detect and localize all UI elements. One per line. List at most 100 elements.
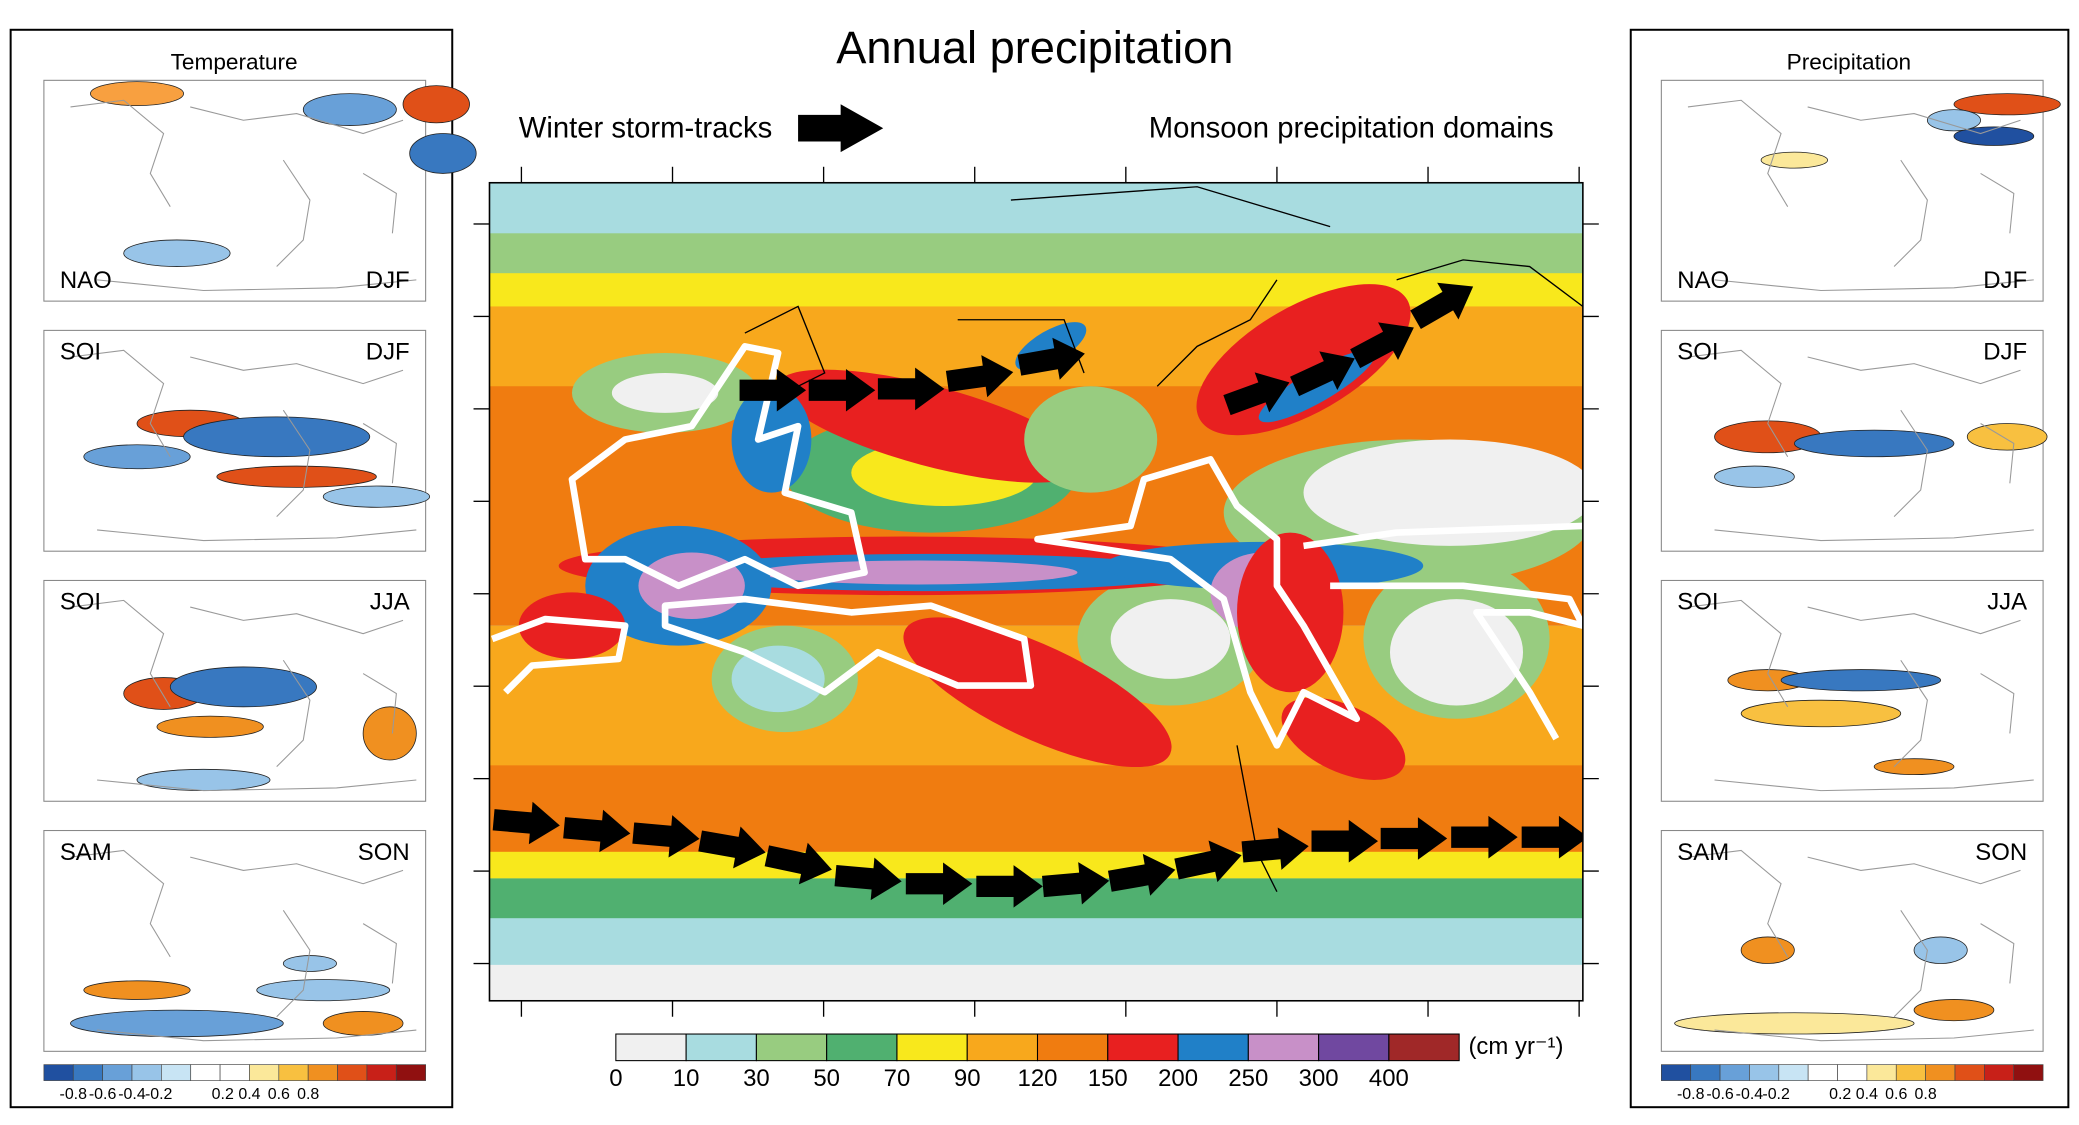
anomaly-zone bbox=[1953, 93, 2061, 116]
mini-map: SAM SON bbox=[43, 829, 427, 1052]
mini-coastline bbox=[1687, 599, 1789, 708]
mini-map: NAO DJF bbox=[1660, 79, 2061, 302]
colorbar-label: 250 bbox=[1228, 1065, 1268, 1092]
mini-coastline bbox=[190, 856, 404, 885]
colorbar-swatch bbox=[1177, 1033, 1249, 1062]
monsoon-outline bbox=[661, 595, 1035, 696]
storm-track-arrow bbox=[1223, 372, 1290, 416]
mini-coastline bbox=[97, 279, 417, 292]
colorbar-label: 300 bbox=[1299, 1065, 1339, 1092]
anomaly-zone bbox=[136, 768, 271, 792]
storm-track-arrow bbox=[698, 826, 766, 869]
storm-track-arrow bbox=[976, 865, 1043, 908]
mini-coastline bbox=[97, 529, 417, 542]
mini-coastline bbox=[1980, 423, 2015, 484]
coastline bbox=[1396, 259, 1583, 307]
anomaly-zone bbox=[83, 444, 191, 470]
panel-index: SOI bbox=[1677, 339, 1718, 366]
storm-track-arrow bbox=[492, 801, 560, 845]
mini-map: SOI DJF bbox=[1660, 329, 2048, 552]
left-panel-frame bbox=[9, 28, 454, 1109]
colorbar-label: 200 bbox=[1158, 1065, 1198, 1092]
colorbar-label: 70 bbox=[884, 1065, 911, 1092]
mini-coastline bbox=[1687, 849, 1789, 958]
scale-label: -0.2 bbox=[145, 1086, 173, 1103]
anomaly-zone bbox=[70, 1009, 284, 1038]
scale-swatch bbox=[307, 1064, 338, 1081]
panel-season: JJA bbox=[1987, 589, 2027, 616]
scale-swatch bbox=[1984, 1064, 2015, 1081]
scale-swatch bbox=[1807, 1064, 1838, 1081]
colorbar-unit: (cm yr⁻¹) bbox=[1468, 1033, 1563, 1060]
precip-zone bbox=[1110, 599, 1231, 679]
left-panel-title: Temperature bbox=[171, 50, 298, 75]
mini-coastline bbox=[70, 849, 171, 958]
mini-coastline bbox=[362, 172, 397, 234]
scale-label: 0.8 bbox=[297, 1086, 319, 1103]
mini-coastline bbox=[1807, 856, 2021, 885]
scale-label: 0.4 bbox=[1856, 1086, 1878, 1103]
anomaly-zone bbox=[302, 93, 397, 126]
panel-season: DJF bbox=[366, 339, 410, 366]
mini-coastline bbox=[190, 356, 404, 385]
anomaly-zone bbox=[90, 81, 184, 106]
scale-label: -0.8 bbox=[1677, 1086, 1705, 1103]
scale-swatch bbox=[1690, 1064, 1721, 1081]
mini-map: NAO DJF bbox=[43, 79, 477, 302]
panel-season: SON bbox=[1975, 839, 2027, 866]
precip-zone bbox=[731, 386, 812, 493]
precip-zone bbox=[1389, 599, 1524, 706]
scale-swatch bbox=[1719, 1064, 1750, 1081]
anomaly-zone bbox=[322, 1011, 404, 1036]
mini-coastline bbox=[1980, 172, 2015, 234]
colorbar-swatch bbox=[1036, 1033, 1109, 1062]
panel-season: DJF bbox=[1983, 267, 2027, 294]
storm-track-arrow bbox=[1042, 862, 1110, 905]
precip-zone bbox=[1281, 697, 1406, 780]
legend-arrow bbox=[798, 104, 884, 153]
colorbar-swatch bbox=[826, 1033, 898, 1062]
storm-track-arrow bbox=[1241, 827, 1309, 870]
scale-label: -0.4 bbox=[1736, 1086, 1764, 1103]
anomaly-zone bbox=[1913, 999, 1995, 1022]
monsoon-outline bbox=[1034, 456, 1361, 749]
precip-zone bbox=[518, 592, 626, 659]
mini-coastline bbox=[1687, 99, 1789, 207]
precipitation-map bbox=[489, 182, 1583, 1001]
scale-label: -0.8 bbox=[60, 1086, 88, 1103]
precip-zone bbox=[1024, 386, 1158, 493]
mini-coastline bbox=[190, 106, 404, 135]
panel-season: JJA bbox=[370, 589, 410, 616]
mini-coastline bbox=[1807, 106, 2021, 135]
storm-tracks-label: Winter storm-tracks bbox=[519, 113, 773, 145]
colorbar-swatch bbox=[1388, 1033, 1460, 1062]
colorbar-swatch bbox=[615, 1033, 687, 1062]
scale-swatch bbox=[1837, 1064, 1868, 1081]
scale-swatch bbox=[219, 1064, 250, 1081]
precip-zone bbox=[903, 617, 1172, 768]
right-panel-title: Precipitation bbox=[1787, 50, 1911, 75]
anomaly-zone bbox=[1873, 758, 1955, 776]
mini-coastline bbox=[70, 99, 171, 207]
coastline bbox=[1010, 186, 1331, 228]
mini-coastline bbox=[1893, 659, 1928, 768]
mini-coastline bbox=[362, 423, 397, 484]
mini-coastline bbox=[1714, 529, 2034, 542]
panel-index: SAM bbox=[60, 839, 112, 866]
monsoon-outline bbox=[1303, 522, 1583, 741]
mini-map: SOI JJA bbox=[1660, 579, 2044, 802]
scale-label: 0.4 bbox=[238, 1086, 260, 1103]
colorbar-swatch bbox=[1318, 1033, 1390, 1062]
colorbar-label: 150 bbox=[1088, 1065, 1128, 1092]
colorbar-label: 120 bbox=[1018, 1065, 1058, 1092]
main-title: Annual precipitation bbox=[836, 22, 1233, 73]
storm-track-arrow bbox=[1174, 840, 1242, 883]
mini-coastline bbox=[1714, 1029, 2034, 1042]
storm-track-arrow bbox=[632, 815, 700, 858]
scale-swatch bbox=[1895, 1064, 1926, 1081]
mini-coastline bbox=[362, 923, 397, 984]
storm-track-arrow bbox=[739, 368, 807, 412]
anomaly-zone bbox=[183, 416, 371, 458]
mini-coastline bbox=[1980, 673, 2015, 734]
mini-map: SOI JJA bbox=[43, 579, 427, 802]
